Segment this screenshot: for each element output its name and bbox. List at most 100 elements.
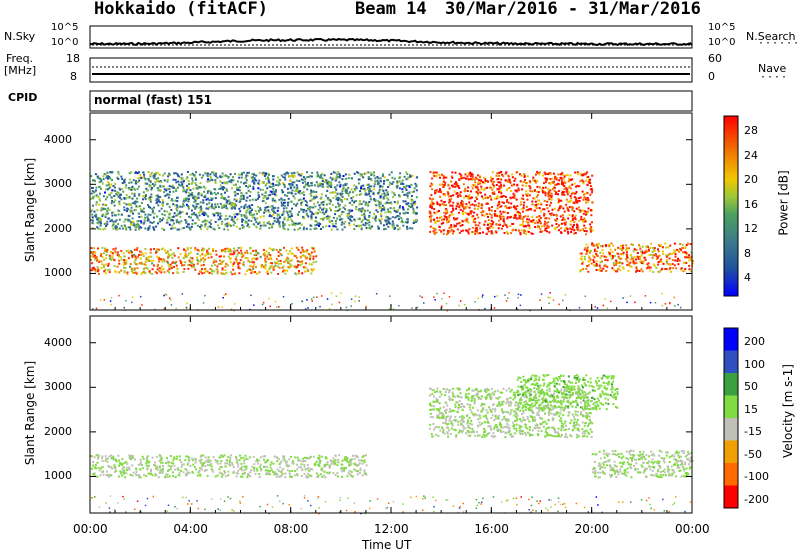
echo-point xyxy=(489,226,492,229)
echo-point xyxy=(522,225,525,228)
echo-point xyxy=(457,185,460,187)
echo-point xyxy=(454,185,456,188)
echo-point xyxy=(589,209,592,212)
echo-point xyxy=(602,267,605,270)
echo-point xyxy=(397,218,400,221)
echo-point xyxy=(577,200,580,202)
echo-point xyxy=(97,259,100,262)
echo-point xyxy=(122,263,125,266)
echo-point xyxy=(393,206,396,209)
echo-point xyxy=(286,204,289,207)
echo-point xyxy=(216,462,219,465)
echo-point xyxy=(519,173,521,176)
echo-point xyxy=(232,220,235,223)
echo-point xyxy=(322,201,325,203)
echo-point xyxy=(310,175,313,178)
echo-point xyxy=(168,212,171,215)
echo-point xyxy=(168,268,171,271)
echo-point xyxy=(338,197,341,200)
echo-point xyxy=(622,246,625,249)
echo-point xyxy=(162,174,164,177)
noise-point xyxy=(301,300,303,302)
echo-point xyxy=(291,183,294,186)
echo-point xyxy=(586,196,589,199)
echo-point xyxy=(643,252,646,254)
echo-point xyxy=(445,218,448,220)
echo-point xyxy=(161,469,164,472)
echo-point xyxy=(456,217,459,220)
echo-point xyxy=(101,465,104,468)
echo-point xyxy=(128,188,131,191)
echo-point xyxy=(255,199,258,201)
echo-point xyxy=(581,258,584,261)
echo-point xyxy=(194,268,197,271)
echo-point xyxy=(232,250,235,253)
echo-point xyxy=(356,171,359,174)
echo-point xyxy=(100,260,103,263)
echo-point xyxy=(499,215,502,218)
echo-point xyxy=(288,458,291,461)
echo-point xyxy=(163,188,166,191)
echo-point xyxy=(104,227,107,230)
echo-point xyxy=(307,181,309,184)
echo-point xyxy=(119,470,122,473)
echo-point xyxy=(111,199,114,202)
echo-point xyxy=(563,210,566,213)
echo-point xyxy=(265,250,268,253)
noise-point xyxy=(221,306,224,308)
echo-point xyxy=(349,463,352,466)
echo-point xyxy=(189,173,192,176)
echo-point xyxy=(613,255,616,257)
echo-point xyxy=(312,268,315,271)
echo-point xyxy=(658,254,661,257)
echo-point xyxy=(214,264,217,267)
echo-point xyxy=(684,245,687,248)
echo-point xyxy=(257,194,260,197)
echo-point xyxy=(325,179,328,182)
echo-point xyxy=(595,243,598,246)
echo-point xyxy=(312,455,315,458)
echo-point xyxy=(188,457,191,460)
echo-point xyxy=(251,258,253,261)
echo-point xyxy=(574,216,576,219)
echo-point xyxy=(265,209,268,212)
echo-point xyxy=(134,259,137,262)
echo-point xyxy=(125,466,128,469)
echo-point xyxy=(376,183,379,186)
echo-point xyxy=(112,220,115,223)
echo-point xyxy=(98,203,101,206)
echo-point xyxy=(506,216,509,219)
echo-point xyxy=(232,206,235,209)
echo-point xyxy=(143,195,146,198)
echo-point xyxy=(159,184,162,187)
echo-point xyxy=(448,214,451,217)
noise-point xyxy=(622,297,624,299)
echo-point xyxy=(510,202,513,205)
echo-point xyxy=(104,214,107,217)
echo-point xyxy=(281,472,284,475)
echo-point xyxy=(215,253,218,256)
echo-point xyxy=(297,248,300,251)
echo-point xyxy=(499,190,502,193)
echo-point xyxy=(336,184,339,187)
echo-point xyxy=(338,454,341,457)
echo-point xyxy=(539,217,542,219)
echo-point xyxy=(442,193,445,196)
echo-point xyxy=(255,179,258,182)
echo-point xyxy=(526,218,529,221)
echo-point xyxy=(199,474,202,477)
echo-point xyxy=(303,463,306,466)
noise-point xyxy=(313,296,315,299)
echo-point xyxy=(241,197,244,200)
echo-point xyxy=(322,178,325,181)
echo-point xyxy=(152,216,155,219)
echo-point xyxy=(290,183,292,185)
echo-point xyxy=(585,243,588,246)
echo-point xyxy=(546,207,549,210)
echo-point xyxy=(142,222,145,225)
echo-point xyxy=(572,224,575,226)
echo-point xyxy=(585,211,588,214)
echo-point xyxy=(205,213,208,216)
echo-point xyxy=(196,197,199,200)
